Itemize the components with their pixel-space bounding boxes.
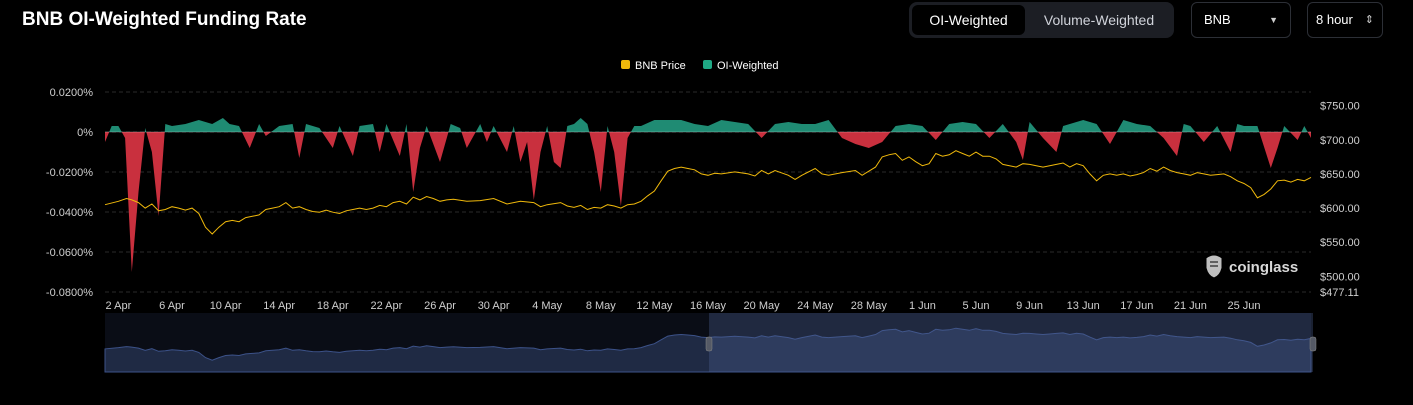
x-tick-label: 5 Jun: [963, 300, 990, 312]
y-right-tick-label: $477.11: [1320, 287, 1359, 299]
navigator-selection: [709, 313, 1313, 372]
y-left-tick-label: 0%: [77, 127, 93, 139]
x-axis: 2 Apr 6 Apr 10 Apr 14 Apr 18 Apr 22 Apr 26 Apr…: [106, 300, 1261, 312]
triangle-down-icon: ▼: [1269, 15, 1278, 25]
y-right-tick-label: $500.00: [1320, 271, 1360, 283]
x-tick-label: 6 Apr: [159, 300, 185, 312]
watermark: coinglass: [1205, 254, 1298, 279]
x-tick-label: 4 May: [532, 300, 562, 312]
x-tick-label: 26 Apr: [424, 300, 456, 312]
legend-swatch-oi: [703, 60, 712, 69]
chart-legend: BNB Price OI-Weighted: [621, 60, 779, 72]
x-tick-label: 28 May: [851, 300, 888, 312]
y-right-tick-label: $550.00: [1320, 237, 1360, 249]
interval-select-value: 8 hour: [1316, 12, 1353, 27]
weighting-toggle: OI-Weighted Volume-Weighted: [909, 2, 1174, 38]
navigator-handle-left[interactable]: [705, 336, 713, 352]
x-tick-label: 14 Apr: [263, 300, 295, 312]
x-tick-label: 2 Apr: [106, 300, 132, 312]
legend-swatch-price: [621, 60, 630, 69]
y-right-tick-label: $650.00: [1320, 169, 1360, 181]
up-down-chevron-icon: ⇕: [1364, 14, 1374, 26]
watermark-text: coinglass: [1229, 259, 1298, 276]
legend-label-price[interactable]: BNB Price: [635, 60, 686, 72]
x-tick-label: 30 Apr: [478, 300, 510, 312]
y-left-tick-label: -0.0200%: [46, 167, 93, 179]
x-tick-label: 9 Jun: [1016, 300, 1043, 312]
x-tick-label: 8 May: [586, 300, 616, 312]
oi-weighted-area-positive: [105, 118, 1311, 132]
x-tick-label: 20 May: [744, 300, 781, 312]
x-tick-label: 21 Jun: [1174, 300, 1207, 312]
y-right-tick-label: $700.00: [1320, 135, 1360, 147]
x-tick-label: 18 Apr: [317, 300, 349, 312]
y-left-tick-label: -0.0400%: [46, 207, 93, 219]
y-axis-right: $750.00 $700.00 $650.00 $600.00 $550.00 $500.…: [1320, 101, 1360, 299]
y-left-tick-label: -0.0600%: [46, 247, 93, 259]
coin-select-value: BNB: [1204, 12, 1231, 27]
x-tick-label: 22 Apr: [370, 300, 402, 312]
y-right-tick-label: $600.00: [1320, 203, 1360, 215]
x-tick-label: 24 May: [797, 300, 834, 312]
tab-volume-weighted[interactable]: Volume-Weighted: [1043, 12, 1155, 28]
y-axis-left: 0.0200% 0% -0.0200% -0.0400% -0.0600% -0.0800…: [46, 87, 93, 299]
interval-select[interactable]: 8 hour ⇕: [1307, 2, 1383, 38]
y-right-tick-label: $750.00: [1320, 101, 1360, 113]
range-navigator[interactable]: [104, 313, 1317, 373]
coinglass-logo-icon: [1205, 254, 1223, 279]
x-tick-label: 25 Jun: [1227, 300, 1260, 312]
coin-select[interactable]: BNB ▼: [1191, 2, 1291, 38]
series-layer: [104, 118, 1312, 272]
x-tick-label: 10 Apr: [210, 300, 242, 312]
y-left-tick-label: 0.0200%: [50, 87, 94, 99]
oi-weighted-area-negative: [105, 132, 1311, 272]
y-left-tick-label: -0.0800%: [46, 287, 93, 299]
navigator-handle-right[interactable]: [1309, 336, 1317, 352]
x-tick-label: 13 Jun: [1067, 300, 1100, 312]
page-title: BNB OI-Weighted Funding Rate: [22, 9, 307, 30]
tab-oi-weighted[interactable]: OI-Weighted: [912, 5, 1025, 35]
legend-label-oi[interactable]: OI-Weighted: [717, 60, 779, 72]
x-tick-label: 12 May: [636, 300, 673, 312]
x-tick-label: 17 Jun: [1120, 300, 1153, 312]
x-tick-label: 1 Jun: [909, 300, 936, 312]
bnb-price-line: [104, 150, 1312, 235]
x-tick-label: 16 May: [690, 300, 727, 312]
